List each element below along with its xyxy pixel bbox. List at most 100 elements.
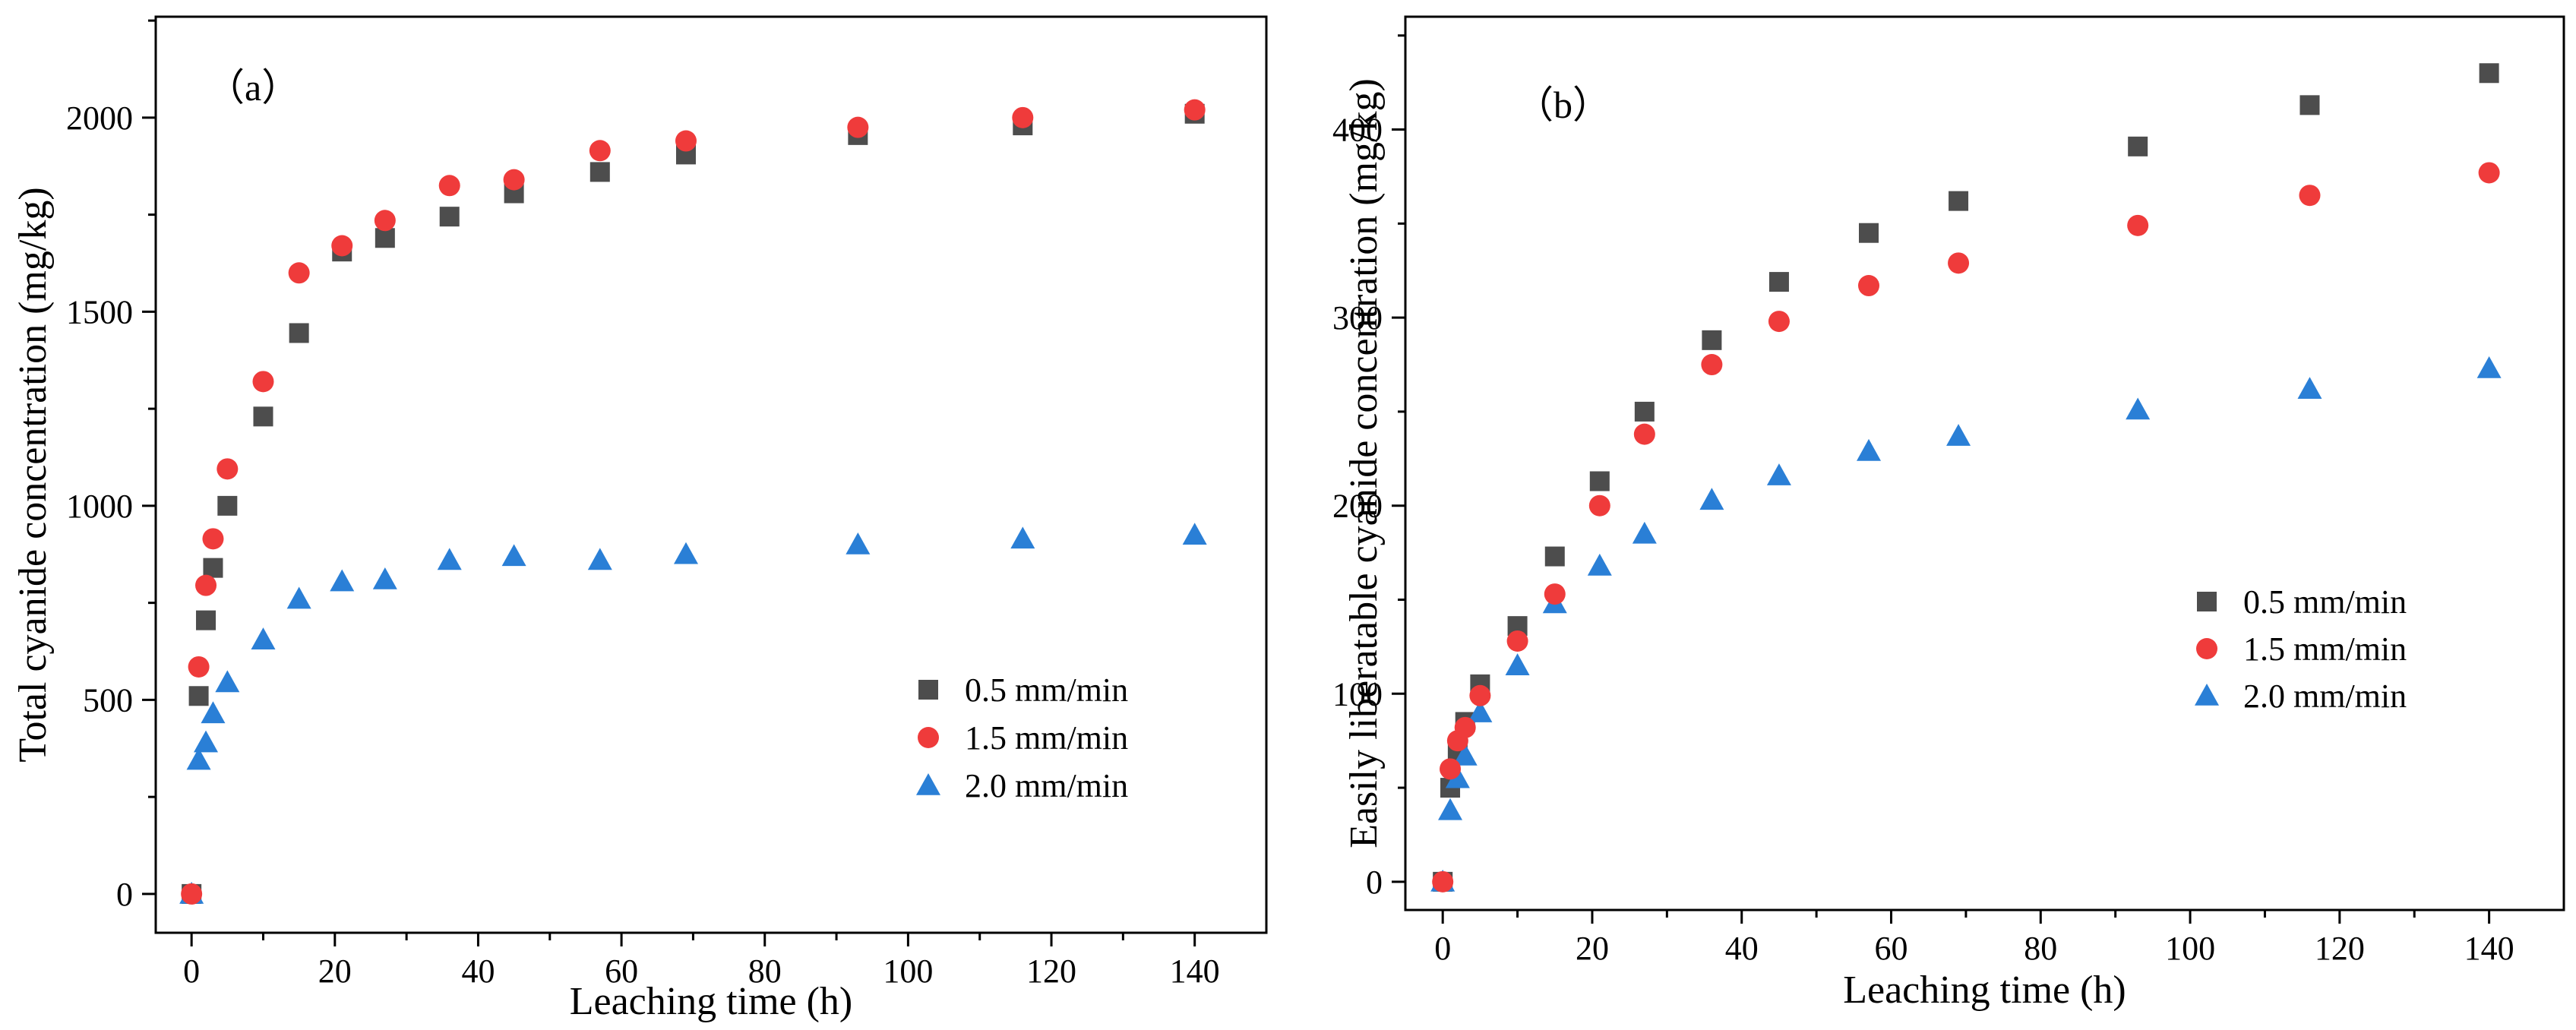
data-point-circle [1948,252,1970,274]
data-point-triangle [201,701,226,724]
panel-label: （a） [207,66,299,109]
legend-marker-triangle [2195,684,2219,706]
data-point-triangle [587,548,612,570]
plot-frame [1404,15,2565,912]
data-point-triangle [1587,553,1612,576]
data-point-circle [589,140,611,162]
x-tick-label: 40 [1725,930,1759,967]
data-point-circle [847,116,869,138]
data-point-triangle [1766,463,1791,485]
panel-label: （b） [1516,84,1610,126]
y-tick-label: 1500 [66,293,133,330]
data-point-square [1589,471,1610,491]
data-point-circle [675,130,697,152]
legend-label: 2.0 mm/min [2243,678,2407,715]
data-point-square [1859,223,1879,243]
data-point-square [188,686,209,706]
y-axis-title: Easily liberatable cyanide concentration… [1342,78,1386,848]
data-point-circle [1012,106,1034,128]
x-axis-title: Leaching time (h) [1843,968,2126,1012]
data-point-circle [503,169,525,191]
legend-label: 1.5 mm/min [965,719,1128,757]
x-tick-label: 0 [183,953,200,990]
data-point-circle [1858,275,1879,297]
data-point-square [1768,272,1789,292]
y-tick-label: 0 [116,876,133,913]
data-point-triangle [330,569,355,592]
y-tick-label: 100 [1332,675,1383,712]
data-point-triangle [186,747,211,770]
data-point-triangle [251,627,276,649]
x-tick-label: 60 [1875,930,1908,967]
data-point-square [289,323,309,343]
x-tick-label: 0 [1434,930,1451,967]
data-point-triangle [501,544,526,567]
data-point-circle [195,574,217,596]
y-axis-title: Total cyanide concentration (mg/kg) [11,187,55,762]
data-point-circle [331,235,353,257]
data-point-square [1544,546,1565,567]
data-point-triangle [1468,700,1493,722]
x-tick-label: 120 [1026,953,1076,990]
legend-marker-square [918,680,938,700]
x-tick-label: 40 [461,953,495,990]
data-point-triangle [845,532,871,554]
x-tick-label: 140 [2464,930,2514,967]
data-point-triangle [1699,488,1724,510]
data-point-triangle [1452,743,1478,766]
data-point-square [375,228,395,248]
data-point-circle [1432,870,1454,893]
data-point-square [1702,330,1722,350]
data-point-triangle [673,542,698,564]
y-tick-label: 500 [83,681,133,719]
x-tick-label: 80 [2024,930,2057,967]
y-tick-label: 1000 [66,488,133,525]
data-point-circle [188,656,210,678]
data-point-square [1949,191,1969,211]
data-point-triangle [286,586,311,609]
panel-b: 0 20 40 60 80 100 120 140 0 100 200 300 400 Leaching … [1332,15,2565,1012]
x-tick-label: 140 [1170,953,1220,990]
data-point-circle [252,371,274,393]
data-point-circle [438,175,460,197]
data-point-circle [202,528,224,550]
x-tick-label: 100 [2165,930,2215,967]
data-point-circle [181,883,203,905]
data-point-square [2128,136,2148,156]
x-tick-label: 100 [883,953,933,990]
data-point-triangle [2126,397,2151,420]
y-tick-label: 2000 [66,100,133,137]
data-point-square [253,406,273,427]
y-tick-label: 400 [1332,112,1383,149]
data-point-square [439,207,460,227]
legend-marker-square [2197,592,2217,611]
y-tick-label: 300 [1332,299,1383,336]
data-point-circle [1588,494,1610,517]
data-point-circle [1469,684,1491,706]
legend-marker-triangle [916,773,940,795]
panel-a: 0 20 40 60 80 100 120 140 0 500 1000 1500 2000 Leachi… [11,15,1268,1023]
legend-marker-circle [918,727,939,748]
data-point-triangle [1010,526,1035,549]
data-point-square [589,162,610,182]
data-point-square [1634,401,1655,422]
legend-label: 1.5 mm/min [2243,630,2407,668]
x-axis-title: Leaching time (h) [570,980,853,1023]
data-point-triangle [1946,424,1971,446]
data-point-triangle [2476,355,2502,378]
data-point-circle [1701,354,1723,376]
data-point-square [203,558,223,578]
data-point-circle [2127,214,2149,236]
data-point-circle [1506,630,1528,652]
data-point-triangle [1438,798,1463,820]
x-tick-label: 80 [748,953,782,990]
data-point-triangle [437,548,462,570]
data-point-triangle [2297,377,2322,400]
x-tick-label: 20 [318,953,352,990]
data-point-circle [217,458,239,480]
data-point-square [217,495,238,516]
data-point-square [196,610,217,630]
data-point-circle [1184,99,1206,121]
x-tick-label: 60 [605,953,638,990]
